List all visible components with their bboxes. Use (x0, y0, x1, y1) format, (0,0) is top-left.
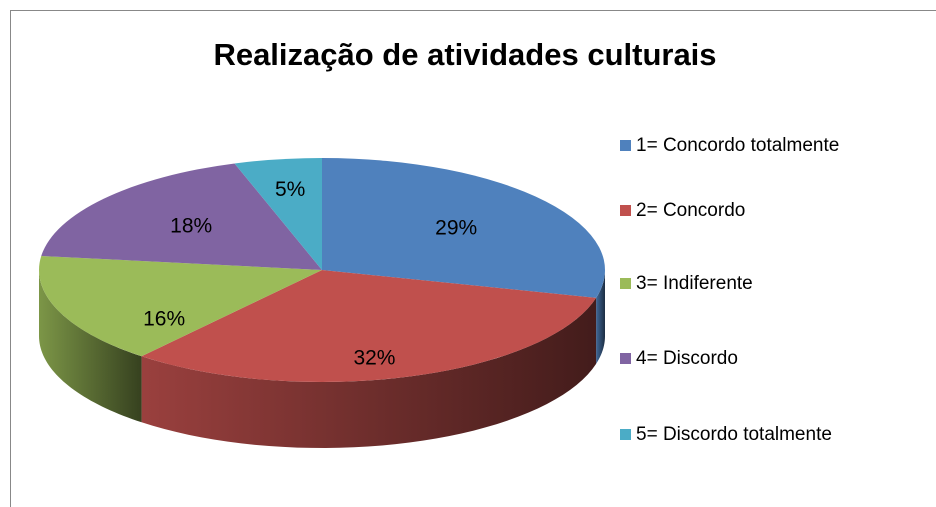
legend-swatch (620, 140, 631, 151)
legend-swatch (620, 278, 631, 289)
slice (41, 163, 323, 270)
slice-side (39, 270, 142, 423)
legend-label: 5= Discordo totalmente (636, 424, 832, 445)
value-label: 16% (143, 307, 185, 330)
slice (141, 270, 597, 383)
value-label: 32% (353, 346, 395, 369)
slice (322, 158, 605, 298)
value-label: 5% (275, 178, 305, 201)
slice-side (596, 270, 605, 364)
slice (38, 255, 322, 357)
legend-label: 4= Discordo (636, 348, 738, 369)
value-label: 18% (170, 215, 212, 238)
legend-label: 2= Concordo (636, 200, 745, 221)
slice (234, 158, 322, 270)
legend-swatch (620, 205, 631, 216)
legend-label: 1= Concordo totalmente (636, 135, 839, 156)
legend-label: 3= Indiferente (636, 273, 753, 294)
slice-side (141, 297, 597, 448)
chart-title: Realização de atividades culturais (213, 37, 716, 72)
value-label: 29% (435, 216, 477, 239)
legend-swatch (620, 353, 631, 364)
legend-swatch (620, 429, 631, 440)
